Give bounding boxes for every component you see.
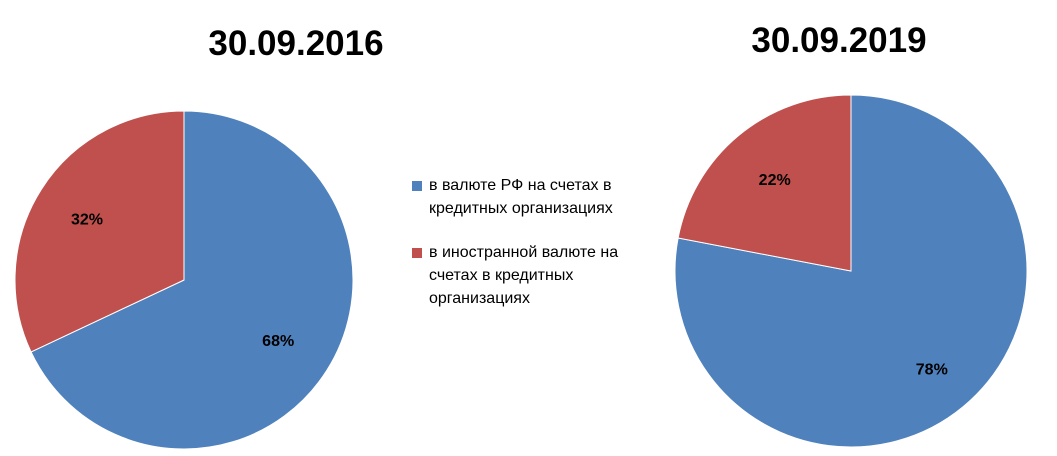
slice-label-fx: 22% (759, 172, 791, 189)
legend-label-rub: в валюте РФ на счетах в кредитных органи… (429, 177, 613, 217)
pie-slice-fx (677, 94, 852, 272)
pie-slice-rub (674, 94, 1028, 448)
pie-slice-fx (14, 110, 185, 353)
pie-chart-2019: 78% 22% 30.09.2019 (674, 21, 1028, 448)
legend-swatch-fx (412, 248, 422, 258)
chart-title-2016: 30.09.2016 (208, 24, 383, 63)
legend-item-rub: в валюте РФ на счетах в кредитных органи… (412, 174, 652, 220)
legend-item-fx: в иностранной валюте на счетах в кредитн… (412, 241, 652, 310)
slice-label-rub: 68% (262, 333, 294, 350)
chart-title-2019: 30.09.2019 (751, 21, 926, 60)
legend-label-fx: в иностранной валюте на счетах в кредитн… (429, 244, 619, 307)
slice-label-fx: 32% (71, 211, 103, 228)
legend-swatch-rub (412, 181, 422, 191)
pie-chart-2016: 68% 32% 30.09.2016 (14, 24, 384, 450)
pie-slice-rub (30, 110, 354, 450)
slice-label-rub: 78% (916, 362, 948, 379)
legend: в валюте РФ на счетах в кредитных органи… (412, 174, 652, 310)
